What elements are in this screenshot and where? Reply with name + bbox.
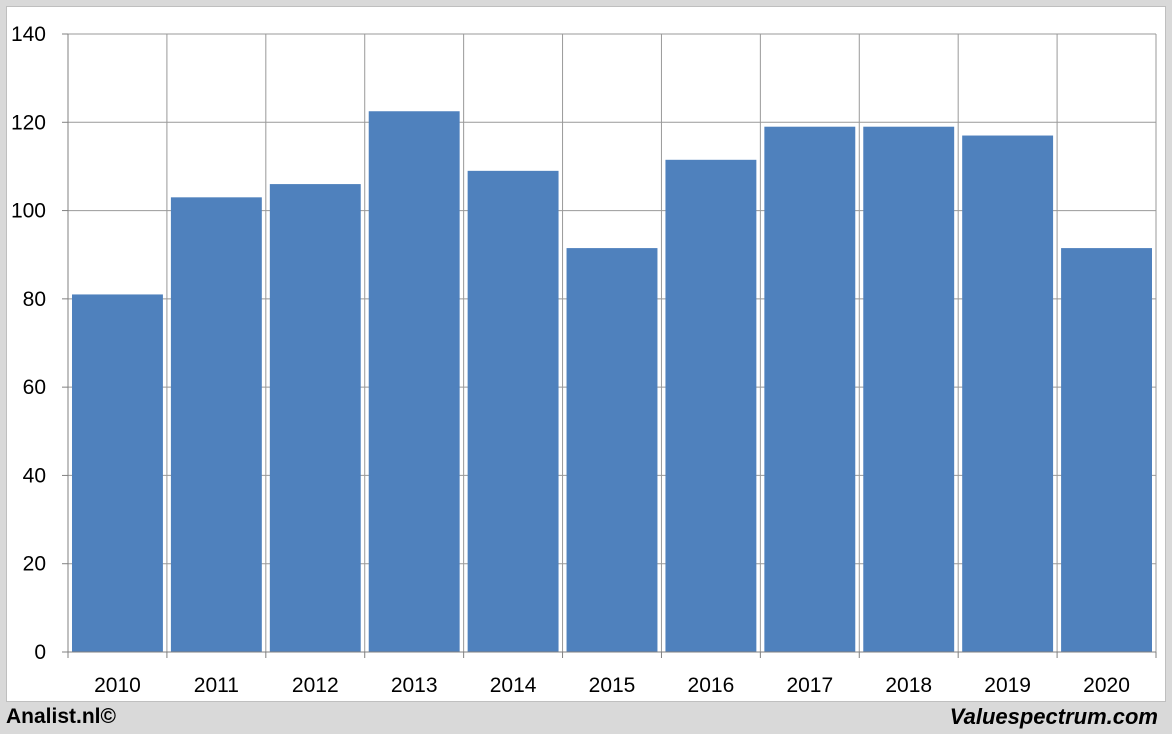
bar-2010: [72, 294, 163, 652]
y-tick-label: 140: [11, 23, 46, 46]
y-tick-label: 0: [34, 641, 46, 664]
bar-2013: [368, 111, 460, 652]
x-tick-label: 2011: [194, 674, 239, 697]
bar-2015: [566, 248, 658, 653]
y-tick-label: 20: [23, 553, 46, 576]
y-tick-label: 40: [23, 464, 46, 487]
y-tick-label: 100: [11, 200, 46, 223]
bar-2011: [170, 197, 262, 653]
x-tick-label: 2014: [490, 674, 537, 697]
x-tick-label: 2015: [589, 674, 636, 697]
valuespectrum-credit: Valuespectrum.com: [949, 704, 1158, 729]
y-tick-label: 60: [23, 376, 46, 399]
bar-2017: [764, 126, 856, 652]
x-tick-label: 2020: [1083, 674, 1130, 697]
y-tick-label: 80: [23, 288, 46, 311]
analist-credit: Analist.nl©: [6, 705, 116, 728]
bar-2016: [665, 159, 757, 653]
bar-2020: [1061, 248, 1152, 653]
x-tick-label: 2012: [292, 674, 339, 697]
x-tick-label: 2013: [391, 674, 438, 697]
x-tick-label: 2019: [984, 674, 1031, 697]
bar-2012: [269, 184, 361, 653]
x-tick-label: 2016: [688, 674, 735, 697]
bar-2018: [863, 126, 955, 652]
bar-2014: [467, 170, 559, 653]
x-tick-label: 2018: [885, 674, 932, 697]
bar-2019: [962, 135, 1054, 652]
x-tick-label: 2017: [786, 674, 833, 697]
y-tick-label: 120: [11, 111, 46, 134]
x-tick-label: 2010: [94, 674, 141, 697]
